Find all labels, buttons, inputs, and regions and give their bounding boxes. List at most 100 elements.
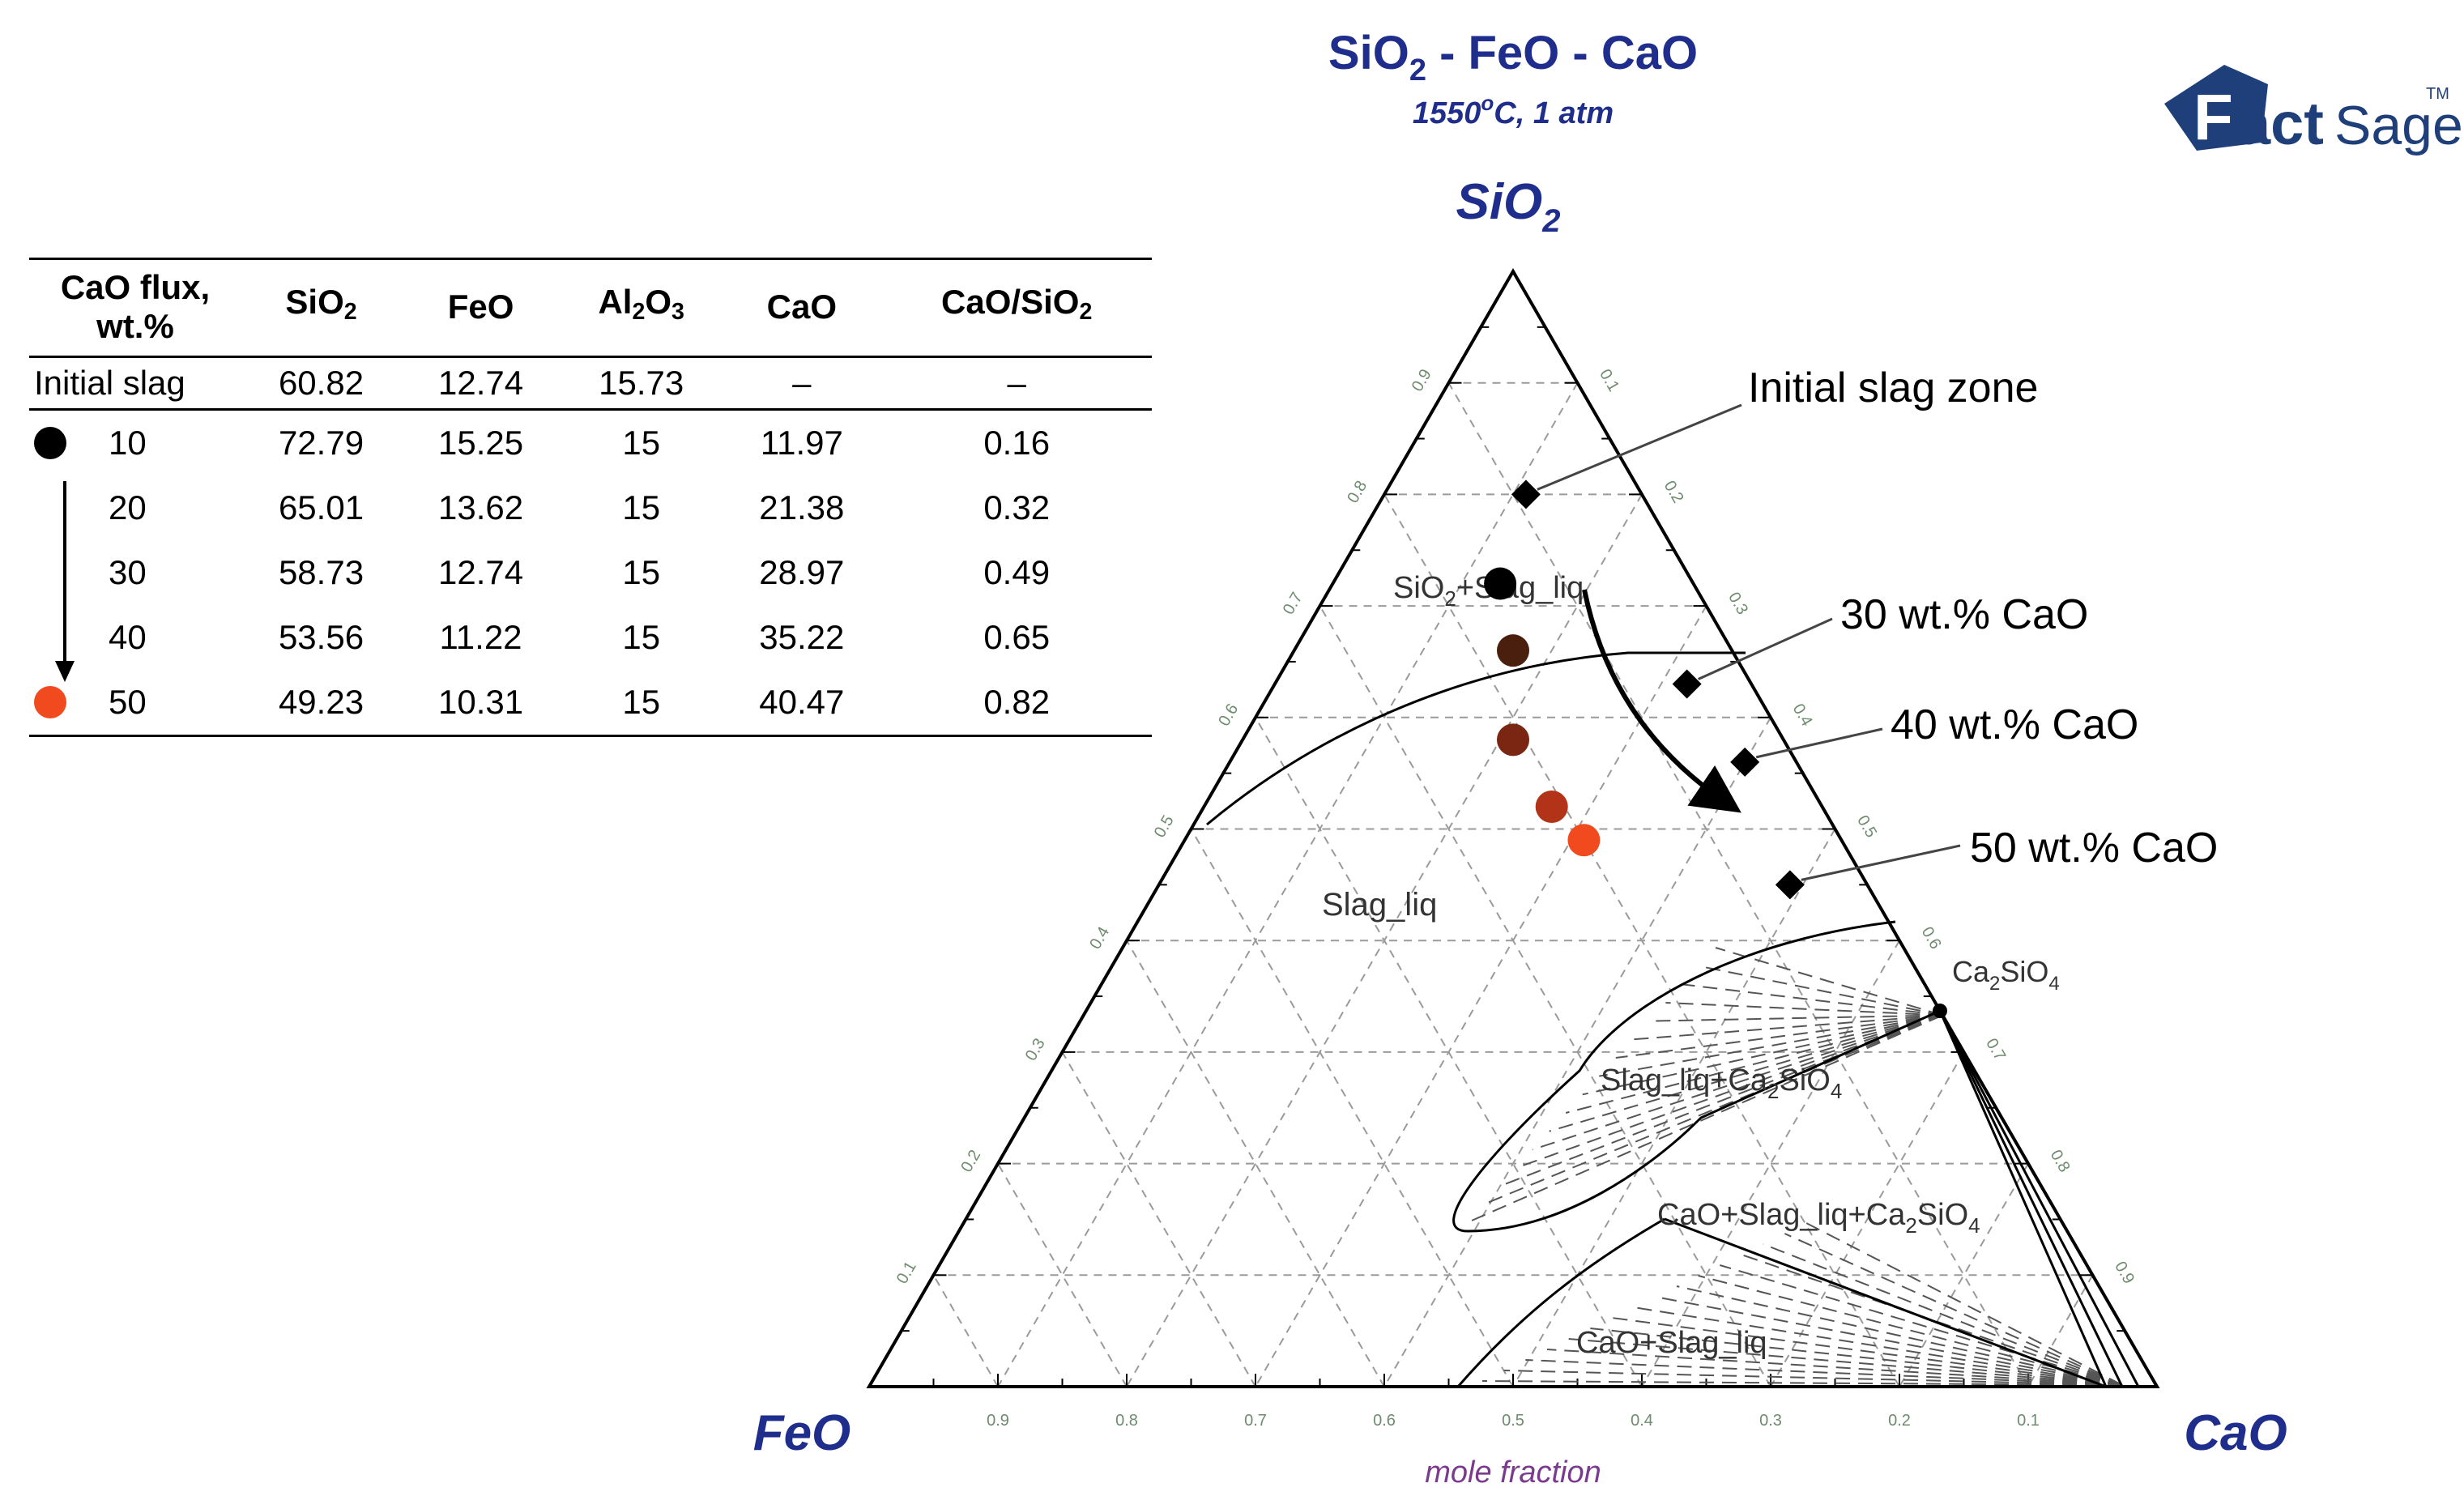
- cell-sio2: 72.79: [278, 424, 364, 462]
- composition-points: [1484, 567, 1601, 857]
- cell-ratio: 0.32: [983, 488, 1051, 526]
- boundary-three-phase: [1664, 1217, 2107, 1388]
- grid-line: [1447, 382, 2029, 1387]
- cell-initial-cao: –: [722, 356, 882, 411]
- grid-line: [1061, 1051, 1256, 1387]
- tick-label-bottom: 0.7: [1244, 1412, 1267, 1430]
- grid-line: [997, 382, 1579, 1387]
- cell-sio2: 65.01: [278, 488, 364, 526]
- grid-line: [1255, 605, 1707, 1387]
- tie-line: [1715, 947, 1943, 1017]
- tie-line: [1805, 1222, 2123, 1386]
- tie-line: [1720, 1264, 2123, 1386]
- ternary-grid: [932, 381, 2094, 1387]
- tick-label-bottom: 0.2: [1888, 1412, 1911, 1430]
- cell-ratio: 0.65: [983, 618, 1051, 656]
- header-al2o3: Al2O3: [561, 258, 723, 358]
- header-cao: CaO: [722, 258, 882, 358]
- header-cao-sio2-ratio: CaO/SiO2: [881, 258, 1152, 358]
- cell-feo: 15.25: [437, 424, 524, 462]
- tie-line: [1599, 1014, 1943, 1077]
- region-label-slag: Slag_liq: [1322, 887, 1437, 923]
- tie-line: [1611, 1317, 2123, 1386]
- region-label-ca2sio4: Ca2SiO4: [1952, 955, 2060, 995]
- cell-al2o3: 15: [622, 553, 661, 591]
- region-label-cao-slag: CaO+Slag_liq: [1576, 1326, 1767, 1360]
- tie-line: [1568, 1338, 2123, 1386]
- diamond-marker-initial-slag-zone: [1511, 479, 1541, 509]
- cell-cao: 35.22: [759, 618, 845, 656]
- cell-feo: 11.22: [439, 618, 522, 656]
- cell-initial-feo: 12.74: [401, 356, 561, 411]
- tick-label-bottom: 0.6: [1373, 1412, 1396, 1430]
- tie-line: [1546, 1349, 2123, 1386]
- table-row: 30 58.73 12.74 15 28.97 0.49: [29, 540, 1152, 605]
- tie-line: [1699, 965, 1943, 1017]
- tick-label-left: 0.7: [1280, 590, 1307, 618]
- annotation-leaders: [1537, 403, 1961, 881]
- tie-line: [1763, 1243, 2123, 1386]
- diamond-marker-40-wt-cao: [1730, 747, 1760, 777]
- cell-flux: 10: [29, 410, 241, 476]
- tie-line: [1482, 1014, 1943, 1206]
- table-row: 50 49.23 10.31 15 40.47 0.82: [29, 670, 1152, 737]
- flux-value: 50: [109, 683, 147, 721]
- diamond-marker-30-wt-cao: [1672, 669, 1702, 699]
- row-marker-dot: [34, 686, 66, 718]
- region-label-sio2-slag: SiO2+Slag_liq: [1393, 571, 1584, 611]
- boundary-ca2sio4-cao-edge-3: [1938, 1010, 2108, 1387]
- logo-emblem-icon: [2164, 65, 2268, 151]
- cell-ratio: 0.82: [881, 670, 1152, 737]
- header-cao-flux: CaO flux, wt.%: [29, 258, 241, 358]
- tie-line: [1784, 1233, 2123, 1386]
- grid-line: [1190, 829, 1514, 1387]
- cell-initial-ratio: –: [881, 356, 1152, 411]
- svg-text:TM: TM: [2426, 85, 2449, 103]
- cell-feo: 10.31: [401, 670, 561, 737]
- grid-line: [2027, 1274, 2094, 1387]
- diamond-markers: [1511, 479, 1805, 900]
- header-feo: FeO: [401, 258, 561, 358]
- cell-sio2: 49.23: [241, 670, 402, 737]
- cell-flux: 20: [29, 475, 241, 540]
- tick-label-right: 0.5: [1853, 812, 1880, 841]
- tick-label-right: 0.2: [1660, 478, 1687, 506]
- tick-label-left: 0.2: [957, 1147, 984, 1175]
- leader-line-30-wt-cao: [1698, 617, 1833, 680]
- table-row: 20 65.01 13.62 15 21.38 0.32: [29, 475, 1152, 540]
- cell-flux: 30: [29, 540, 241, 605]
- tick-label-right: 0.8: [2047, 1147, 2074, 1175]
- grid-line: [1255, 717, 1643, 1387]
- tie-line: [1525, 1359, 2123, 1386]
- tick-label-bottom: 0.8: [1115, 1412, 1138, 1430]
- axis-label-mole-fraction: mole fraction: [1425, 1456, 1601, 1490]
- tie-line: [1665, 1002, 1943, 1017]
- flux-value: 40: [109, 618, 147, 656]
- composition-point-40: [1535, 790, 1568, 823]
- flux-value: 30: [109, 553, 147, 591]
- tick-label-left: 0.6: [1215, 701, 1242, 729]
- cell-cao: 40.47: [722, 670, 882, 737]
- apex-label-feo: FeO: [753, 1405, 851, 1461]
- composition-point-20: [1497, 634, 1529, 667]
- diamond-marker-50-wt-cao: [1775, 870, 1805, 900]
- tick-label-left: 0.4: [1086, 924, 1113, 953]
- flux-trend-arrow: [1582, 589, 1741, 813]
- annotation-initial-slag-zone: Initial slag zone: [1748, 364, 2038, 411]
- cell-al2o3: 15: [622, 424, 661, 462]
- tick-label-bottom: 0.5: [1502, 1412, 1524, 1430]
- apex-label-sio2: SiO2: [1456, 174, 1560, 239]
- tie-line: [1503, 1370, 2123, 1386]
- cell-feo: 13.62: [437, 488, 524, 526]
- tie-line: [1615, 1014, 1943, 1059]
- svg-text:Sage: Sage: [2334, 95, 2463, 156]
- boundary-ca2sio4-field: [1452, 920, 1941, 1233]
- diagram-conditions: 1550oC, 1 atm: [1413, 91, 1614, 130]
- tick-label-left: 0.5: [1151, 812, 1178, 841]
- table-row-initial-slag: Initial slag 60.82 12.74 15.73 – –: [29, 356, 1152, 411]
- cell-al2o3: 15: [561, 670, 723, 737]
- cell-ratio: 0.49: [983, 553, 1051, 591]
- svg-text:F: F: [2193, 81, 2233, 153]
- ternary-frame: [866, 267, 2160, 1388]
